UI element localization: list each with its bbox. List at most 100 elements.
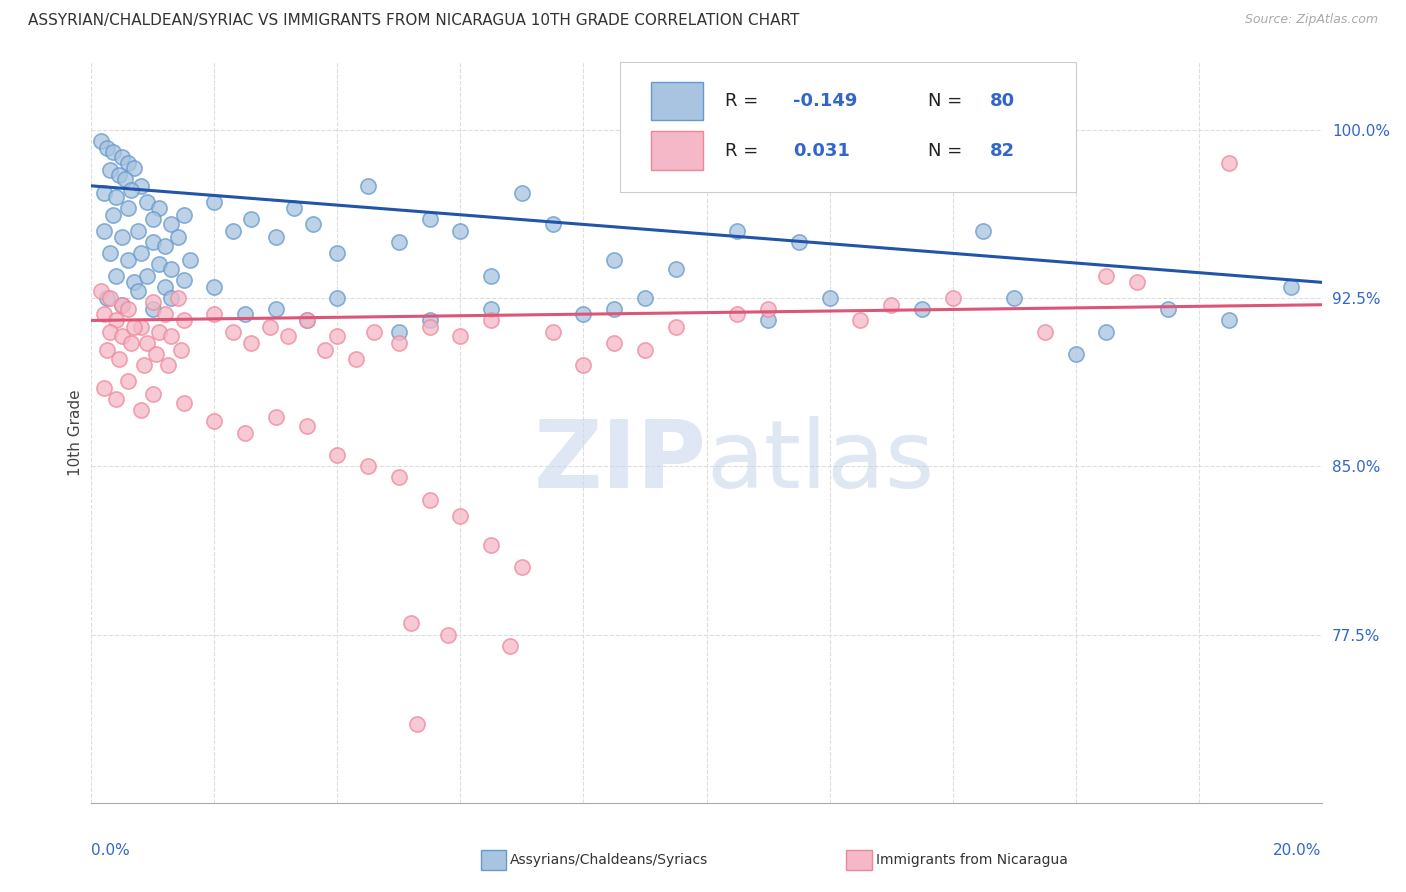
Point [93, 307, 115, 321]
Point [357, 178, 380, 193]
Point [479, 538, 502, 552]
Point [1002, 291, 1025, 305]
Point [301, 217, 323, 231]
Point [541, 217, 564, 231]
Point [98, 291, 121, 305]
Point [127, 224, 149, 238]
Point [153, 307, 177, 321]
Point [117, 302, 139, 317]
Point [108, 351, 131, 366]
Point [277, 329, 299, 343]
Point [264, 302, 287, 317]
Point [105, 313, 127, 327]
Point [142, 295, 165, 310]
Point [725, 224, 748, 238]
Point [259, 320, 281, 334]
Point [111, 230, 134, 244]
Point [142, 302, 165, 317]
Point [419, 320, 441, 334]
Point [93, 381, 115, 395]
Point [1095, 268, 1118, 283]
Point [634, 291, 657, 305]
Point [1279, 280, 1302, 294]
Point [449, 329, 471, 343]
Point [756, 313, 779, 327]
Point [127, 285, 149, 299]
Point [120, 183, 142, 197]
Point [101, 145, 124, 160]
Point [1126, 275, 1149, 289]
Point [326, 246, 349, 260]
Point [101, 208, 124, 222]
Point [498, 639, 520, 653]
Point [124, 161, 146, 175]
Point [111, 298, 134, 312]
Text: Immigrants from Nicaragua: Immigrants from Nicaragua [876, 853, 1067, 867]
Point [108, 168, 131, 182]
Point [111, 298, 134, 312]
Point [160, 261, 183, 276]
Point [129, 246, 152, 260]
Point [117, 252, 139, 267]
Point [222, 224, 245, 238]
Point [479, 313, 502, 327]
Point [572, 359, 595, 373]
Point [295, 313, 318, 327]
Point [117, 201, 139, 215]
Point [96, 141, 118, 155]
Point [124, 320, 146, 334]
Point [98, 163, 121, 178]
Point [153, 239, 177, 253]
Point [233, 307, 256, 321]
Text: 20.0%: 20.0% [1274, 843, 1322, 858]
Point [145, 347, 167, 361]
Point [388, 470, 411, 484]
Point [148, 325, 170, 339]
Point [406, 717, 429, 731]
Text: 80: 80 [990, 92, 1015, 110]
Point [972, 224, 994, 238]
Point [142, 212, 165, 227]
Point [295, 418, 318, 433]
Point [202, 414, 225, 428]
Bar [651, 131, 703, 169]
Point [111, 150, 134, 164]
Text: N =: N = [928, 143, 967, 161]
Point [98, 246, 121, 260]
Point [541, 325, 564, 339]
Point [117, 374, 139, 388]
Text: 0.0%: 0.0% [91, 843, 131, 858]
Point [388, 335, 411, 350]
Point [202, 280, 225, 294]
Point [399, 616, 422, 631]
Point [1095, 325, 1118, 339]
Point [202, 307, 225, 321]
Point [157, 359, 180, 373]
Y-axis label: 10th Grade: 10th Grade [67, 389, 83, 476]
Point [135, 268, 157, 283]
Point [129, 178, 152, 193]
Point [479, 268, 502, 283]
Text: N =: N = [928, 92, 967, 110]
Point [105, 268, 127, 283]
Point [160, 329, 183, 343]
Point [222, 325, 245, 339]
Point [148, 257, 170, 271]
Text: ASSYRIAN/CHALDEAN/SYRIAC VS IMMIGRANTS FROM NICARAGUA 10TH GRADE CORRELATION CHA: ASSYRIAN/CHALDEAN/SYRIAC VS IMMIGRANTS F… [28, 13, 800, 29]
Point [1033, 325, 1056, 339]
Point [419, 212, 441, 227]
Point [96, 343, 118, 357]
Point [240, 335, 263, 350]
Point [264, 409, 287, 424]
Point [240, 212, 263, 227]
Point [449, 508, 471, 523]
Point [173, 396, 195, 410]
Point [124, 275, 146, 289]
Point [357, 459, 380, 474]
Point [1157, 302, 1180, 317]
FancyBboxPatch shape [620, 62, 1076, 192]
Point [326, 329, 349, 343]
Point [787, 235, 810, 249]
Point [725, 307, 748, 321]
Text: R =: R = [725, 92, 763, 110]
